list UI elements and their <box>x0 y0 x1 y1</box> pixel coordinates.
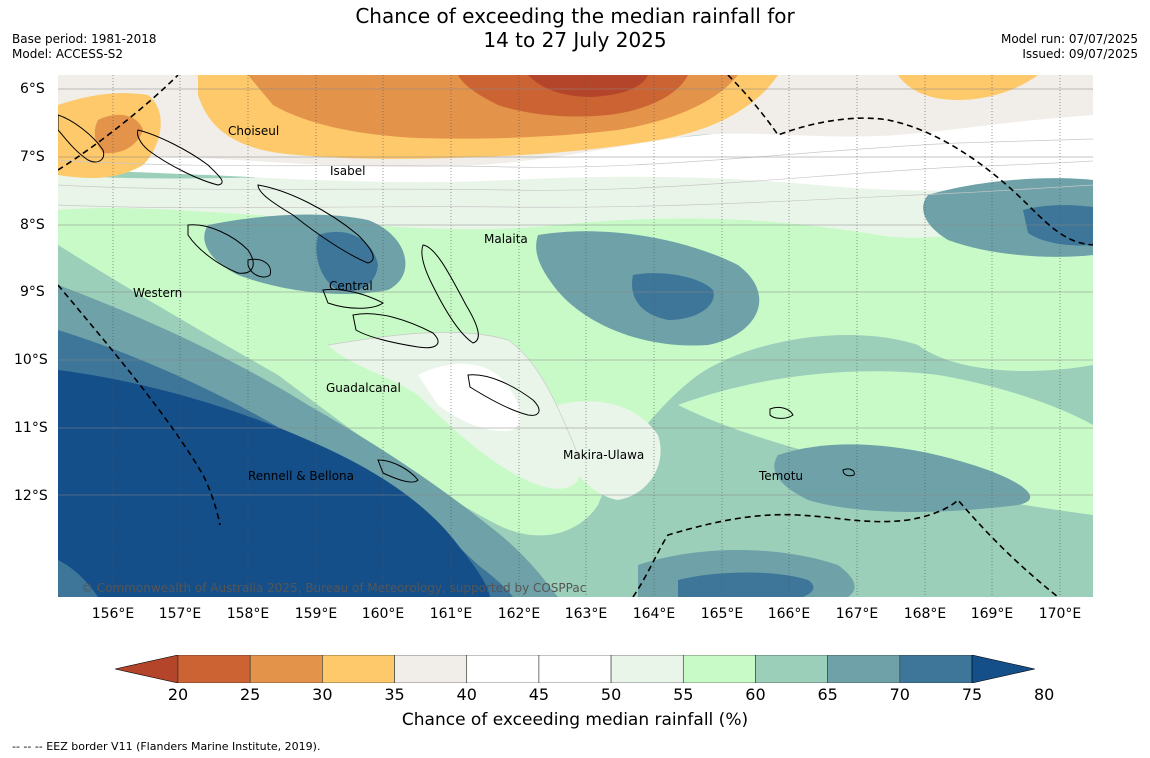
model-name: Model: ACCESS-S2 <box>12 47 124 61</box>
colorbar-tick-label: 80 <box>1033 685 1055 704</box>
region-label-temotu: Temotu <box>758 469 803 483</box>
colorbar-tick-label: 60 <box>745 685 766 704</box>
eez-footnote: -- -- -- EEZ border V11 (Flanders Marine… <box>12 740 321 753</box>
lat-gridlines <box>58 88 1093 496</box>
colorbar-segment <box>682 655 756 683</box>
gridlines <box>112 75 1061 597</box>
field-band-75-80-d <box>1023 205 1093 246</box>
colorbar-segment <box>899 655 973 683</box>
island-rennell <box>377 459 419 483</box>
model-run: Model run: 07/07/2025 <box>1000 32 1138 46</box>
field-band-75-80-e <box>678 572 814 597</box>
region-label-central: Central <box>329 279 373 293</box>
title-line-2: 14 to 27 July 2025 <box>483 28 667 52</box>
copyright-notice: © Commonwealth of Australia 2025, Bureau… <box>81 581 586 595</box>
lon-label-158: 158°E <box>226 606 270 622</box>
lon-label-166: 166°E <box>767 606 811 622</box>
colorbar-segment <box>827 655 901 683</box>
colorbar-extend-high <box>971 655 1035 683</box>
field-band-75-80-c <box>632 273 714 320</box>
island-choiseul <box>137 129 223 186</box>
island-new-georgia <box>187 224 254 274</box>
map-title: Chance of exceeding the median rainfall … <box>0 4 1150 52</box>
colorbar-tick-label: 65 <box>817 685 838 704</box>
colorbar-tick-label: 25 <box>239 685 261 704</box>
island-bougainville <box>58 114 105 163</box>
region-label-rennell: Rennell & Bellona <box>248 469 354 483</box>
lon-label-159: 159°E <box>294 606 338 622</box>
field-band-45-55-b <box>418 363 521 431</box>
colorbar-segments <box>115 655 1035 683</box>
island-santa-cruz <box>769 406 794 419</box>
field-band-75-80-b <box>316 231 378 292</box>
lat-label-9s: 9°S <box>20 284 45 300</box>
lon-label-161: 161°E <box>429 606 473 622</box>
region-label-isabel: Isabel <box>330 164 365 178</box>
colorbar-segment <box>249 655 323 683</box>
lat-label-12s: 12°S <box>14 488 48 504</box>
island-makira <box>467 374 540 416</box>
lat-label-8s: 8°S <box>20 217 45 233</box>
title-line-1: Chance of exceeding the median rainfall … <box>355 4 795 28</box>
region-label-western: Western <box>133 286 182 300</box>
colorbar-tick-label: 50 <box>600 685 622 704</box>
island-vangunu <box>247 258 272 278</box>
eez-border <box>58 75 1093 597</box>
colorbar-title: Chance of exceeding median rainfall (%) <box>401 710 749 730</box>
colorbar-extend-low <box>115 655 179 683</box>
region-label-makira: Makira-Ulawa <box>563 448 644 462</box>
island-central <box>322 288 384 309</box>
colorbar-segment <box>610 655 684 683</box>
region-label-guadalcanal: Guadalcanal <box>326 381 401 395</box>
colorbar-segment <box>177 655 251 683</box>
island-temotu-small <box>842 468 855 477</box>
base-period: Base period: 1981-2018 <box>12 32 157 46</box>
rainfall-map: Choiseul Isabel Malaita Western Central … <box>58 75 1093 597</box>
meta-right: Model run: 07/07/2025 Issued: 09/07/2025 <box>1001 32 1138 62</box>
lon-label-163: 163°E <box>564 606 608 622</box>
colorbar-segment <box>466 655 540 683</box>
lon-label-156: 156°E <box>91 606 135 622</box>
contour-lines <box>58 138 1093 456</box>
region-label-choiseul: Choiseul <box>228 124 279 138</box>
lon-label-160: 160°E <box>361 606 405 622</box>
lat-label-11s: 11°S <box>14 420 48 436</box>
colorbar-tick-label: 40 <box>456 685 477 704</box>
field-band-80-plus <box>58 370 490 597</box>
colorbar-tick-label: 45 <box>528 685 550 704</box>
coastlines <box>58 114 855 483</box>
lon-label-157: 157°E <box>158 606 202 622</box>
lon-label-164: 164°E <box>632 606 676 622</box>
field-band-35-40-c <box>898 75 1038 100</box>
lat-label-10s: 10°S <box>14 352 48 368</box>
colorbar-tick-label: 30 <box>312 685 333 704</box>
colorbar-tick-label: 35 <box>384 685 405 704</box>
lat-label-6s: 6°S <box>20 81 45 97</box>
region-label-malaita: Malaita <box>484 232 528 246</box>
lon-label-168: 168°E <box>903 606 947 622</box>
lat-label-7s: 7°S <box>20 149 45 165</box>
colorbar <box>115 655 1035 683</box>
lon-label-165: 165°E <box>700 606 744 622</box>
lon-label-170: 170°E <box>1038 606 1082 622</box>
colorbar-segment <box>394 655 468 683</box>
island-malaita <box>421 244 479 344</box>
colorbar-segment <box>755 655 828 683</box>
island-guadalcanal <box>352 313 439 349</box>
field-band-55-60-d <box>558 401 661 500</box>
colorbar-segment <box>538 655 612 683</box>
field-band-30-35-b <box>94 114 143 154</box>
field-band-20-25 <box>528 75 648 97</box>
colorbar-tick-label: 70 <box>889 685 910 704</box>
lon-label-169: 169°E <box>970 606 1014 622</box>
colorbar-tick-label: 75 <box>961 685 983 704</box>
meta-left: Base period: 1981-2018 Model: ACCESS-S2 <box>12 32 157 62</box>
lon-label-162: 162°E <box>497 606 541 622</box>
colorbar-tick-label: 55 <box>673 685 694 704</box>
issued-date: Issued: 09/07/2025 <box>1022 47 1138 61</box>
island-isabel <box>257 184 374 264</box>
colorbar-tick-label: 20 <box>167 685 189 704</box>
lon-label-167: 167°E <box>835 606 879 622</box>
colorbar-segment <box>322 655 395 683</box>
